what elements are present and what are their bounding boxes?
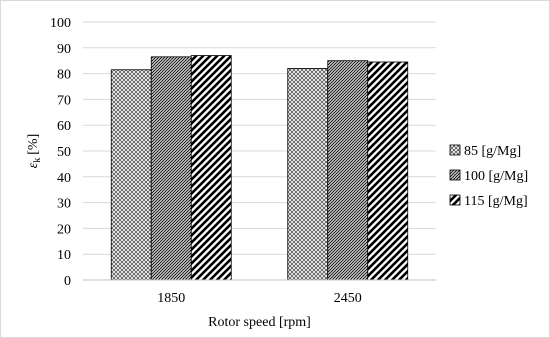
y-tick-label: 10 (57, 248, 71, 263)
y-tick-label: 90 (57, 42, 71, 57)
y-tick-label: 20 (57, 222, 71, 237)
legend-swatch (449, 144, 461, 156)
x-tick-label: 1850 (157, 291, 185, 306)
y-axis-label-symbol: ε (26, 162, 41, 168)
legend: 85 [g/Mg] 100 [g/Mg] 115 [g/Mg] (449, 144, 528, 209)
bar (287, 68, 329, 281)
legend-label: 85 [g/Mg] (464, 144, 521, 159)
y-tick-label: 30 (57, 197, 71, 212)
y-axis-label-subscript: k (32, 158, 43, 163)
x-tick-labels: 1850 2450 (157, 291, 362, 306)
legend-swatch (449, 194, 461, 206)
y-axis-label-unit: [%] (26, 134, 41, 155)
y-tick-label: 0 (64, 274, 71, 289)
y-axis-label: εk [%] (26, 134, 43, 169)
legend-label: 115 [g/Mg] (464, 194, 528, 209)
y-tick-label: 50 (57, 145, 71, 160)
bar (110, 69, 152, 281)
x-tick-label: 2450 (334, 291, 362, 306)
bars (110, 55, 409, 281)
bar (190, 55, 232, 281)
bar (367, 61, 409, 281)
bar (150, 56, 192, 281)
bar (327, 60, 369, 281)
y-tick-labels: 0 10 20 30 40 50 60 70 80 90 100 (50, 16, 71, 289)
x-axis-label: Rotor speed [rpm] (208, 315, 311, 330)
y-tick-label: 70 (57, 93, 71, 108)
y-tick-label: 100 (50, 16, 71, 31)
y-tick-label: 40 (57, 171, 71, 186)
legend-label: 100 [g/Mg] (464, 169, 528, 184)
legend-swatch (449, 169, 461, 181)
y-tick-label: 60 (57, 119, 71, 134)
y-tick-label: 80 (57, 68, 71, 83)
